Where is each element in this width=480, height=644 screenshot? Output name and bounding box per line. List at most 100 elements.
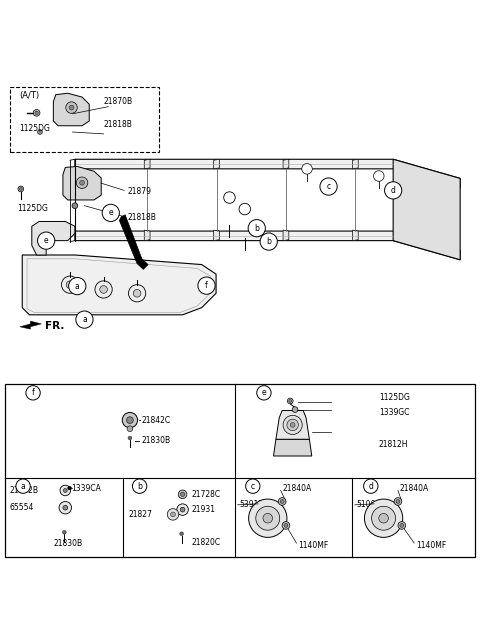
Polygon shape — [274, 439, 312, 456]
Polygon shape — [75, 159, 460, 188]
Polygon shape — [283, 159, 289, 169]
Polygon shape — [22, 255, 216, 315]
Text: d: d — [368, 482, 373, 491]
Text: (A/T): (A/T) — [19, 91, 39, 100]
Circle shape — [292, 407, 298, 412]
Circle shape — [260, 233, 277, 251]
Circle shape — [239, 204, 251, 215]
Circle shape — [178, 490, 187, 498]
Circle shape — [63, 489, 67, 493]
Text: 21820C: 21820C — [191, 538, 220, 547]
Circle shape — [33, 109, 40, 116]
Circle shape — [68, 486, 72, 490]
Text: 65554: 65554 — [9, 503, 34, 512]
Circle shape — [398, 522, 406, 529]
Circle shape — [379, 513, 388, 523]
Circle shape — [287, 419, 299, 431]
Polygon shape — [144, 230, 150, 241]
Text: a: a — [82, 315, 87, 324]
Circle shape — [400, 524, 404, 527]
Circle shape — [246, 479, 260, 493]
Text: a: a — [75, 281, 80, 290]
Circle shape — [127, 426, 133, 431]
Text: 1339CA: 1339CA — [72, 484, 101, 493]
Text: f: f — [32, 388, 35, 397]
Text: 1125DG: 1125DG — [19, 124, 50, 133]
Polygon shape — [75, 231, 460, 260]
Text: 21728C: 21728C — [191, 490, 220, 499]
Text: c: c — [251, 482, 255, 491]
Polygon shape — [20, 321, 41, 329]
Circle shape — [180, 532, 183, 536]
Circle shape — [132, 479, 147, 493]
Text: b: b — [266, 237, 271, 246]
Text: 1140MF: 1140MF — [416, 541, 446, 550]
Text: 21842B: 21842B — [9, 486, 38, 495]
Circle shape — [26, 386, 40, 400]
Circle shape — [364, 499, 403, 537]
Circle shape — [122, 412, 138, 428]
Circle shape — [224, 192, 235, 204]
Circle shape — [373, 171, 384, 182]
Polygon shape — [63, 166, 101, 200]
Circle shape — [320, 178, 337, 195]
Circle shape — [19, 187, 22, 191]
Circle shape — [76, 311, 93, 328]
Text: 21879: 21879 — [128, 187, 152, 196]
Circle shape — [249, 499, 287, 537]
Text: b: b — [137, 482, 142, 491]
Circle shape — [133, 289, 141, 297]
Circle shape — [283, 415, 302, 435]
Circle shape — [256, 506, 280, 530]
Circle shape — [35, 111, 38, 115]
Circle shape — [384, 182, 402, 199]
Circle shape — [37, 232, 55, 249]
Polygon shape — [214, 159, 219, 169]
Circle shape — [127, 417, 133, 424]
Circle shape — [62, 531, 66, 534]
Circle shape — [61, 276, 79, 293]
Circle shape — [16, 479, 30, 493]
Text: 1140MF: 1140MF — [299, 541, 329, 550]
Text: 53912B: 53912B — [239, 500, 268, 509]
Text: 1125DG: 1125DG — [379, 393, 409, 402]
Circle shape — [66, 281, 74, 289]
Circle shape — [280, 500, 284, 504]
Circle shape — [282, 522, 290, 529]
Circle shape — [80, 180, 84, 185]
Circle shape — [59, 502, 72, 514]
Circle shape — [102, 204, 120, 222]
Text: 21870B: 21870B — [104, 97, 133, 106]
Text: 21818B: 21818B — [104, 120, 132, 129]
Circle shape — [100, 286, 108, 293]
Circle shape — [69, 105, 74, 110]
Circle shape — [198, 277, 215, 294]
Circle shape — [60, 485, 71, 496]
Text: 21830B: 21830B — [142, 436, 171, 445]
Text: e: e — [108, 209, 113, 218]
Circle shape — [248, 220, 265, 237]
Circle shape — [288, 398, 293, 404]
Circle shape — [284, 524, 288, 527]
Bar — [5, 384, 475, 556]
Circle shape — [18, 186, 24, 192]
Polygon shape — [53, 93, 89, 126]
Circle shape — [180, 492, 185, 497]
Polygon shape — [283, 230, 289, 241]
Circle shape — [302, 164, 312, 174]
Polygon shape — [214, 230, 219, 241]
Circle shape — [76, 177, 88, 189]
Circle shape — [66, 102, 77, 113]
Text: 1339GC: 1339GC — [379, 408, 409, 417]
Text: 1125DG: 1125DG — [17, 204, 48, 213]
Text: c: c — [326, 182, 331, 191]
Circle shape — [372, 506, 396, 530]
Circle shape — [289, 399, 292, 402]
Polygon shape — [120, 215, 148, 269]
Text: 21830B: 21830B — [53, 538, 83, 547]
Circle shape — [37, 129, 42, 135]
Text: f: f — [205, 281, 208, 290]
Text: 21931: 21931 — [191, 505, 215, 514]
Text: FR.: FR. — [45, 321, 64, 331]
Circle shape — [72, 203, 78, 209]
